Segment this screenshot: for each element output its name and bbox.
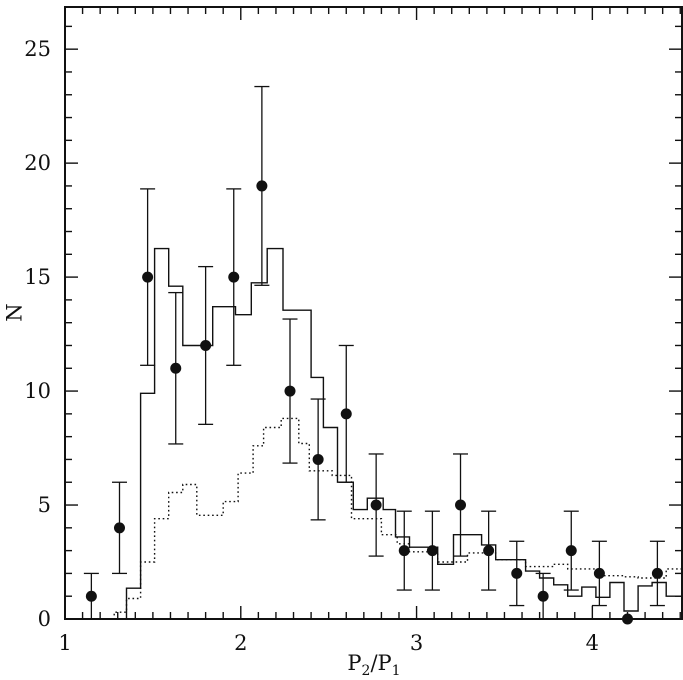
axes-frame xyxy=(64,6,683,620)
data-point xyxy=(256,180,268,192)
data-point xyxy=(483,545,495,557)
data-point xyxy=(622,613,634,625)
x-axis-label-sub2: 1 xyxy=(391,663,401,680)
data-point xyxy=(85,590,97,602)
data-point xyxy=(565,545,577,557)
data-point xyxy=(340,408,352,420)
y-tick-label: 25 xyxy=(24,37,51,61)
data-point xyxy=(537,590,549,602)
y-tick-label: 10 xyxy=(24,379,51,403)
x-tick-label: 3 xyxy=(410,631,423,655)
data-point xyxy=(455,499,467,511)
x-axis-label: P2/P1 xyxy=(347,651,400,678)
data-point xyxy=(593,567,605,579)
data-point xyxy=(142,271,154,283)
data-point xyxy=(651,567,663,579)
x-tick-label: 2 xyxy=(234,631,247,655)
data-point xyxy=(370,499,382,511)
data-point xyxy=(426,545,438,557)
y-tick-label: 15 xyxy=(24,265,51,289)
y-tick-label: 20 xyxy=(24,151,51,175)
x-axis-label-base2: /P xyxy=(370,651,392,675)
x-axis-label-base1: P xyxy=(347,651,362,675)
dotted-histogram xyxy=(65,417,682,620)
data-point xyxy=(312,453,324,465)
data-point xyxy=(511,567,523,579)
x-tick-label: 1 xyxy=(58,631,71,655)
data-point xyxy=(170,362,182,374)
data-point xyxy=(398,545,410,557)
data-point xyxy=(113,522,125,534)
y-tick-label: 0 xyxy=(38,607,51,631)
y-axis-label: N xyxy=(2,303,27,322)
solid-histogram xyxy=(65,247,682,620)
x-axis-label-sub1: 2 xyxy=(361,663,371,680)
data-point xyxy=(200,339,212,351)
data-point xyxy=(228,271,240,283)
data-point xyxy=(284,385,296,397)
y-tick-label: 5 xyxy=(38,493,51,517)
x-tick-label: 4 xyxy=(586,631,599,655)
